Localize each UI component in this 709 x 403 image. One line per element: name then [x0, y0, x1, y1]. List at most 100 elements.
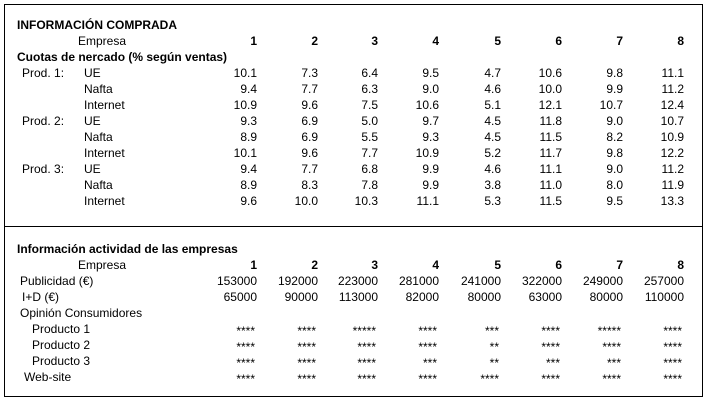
cell: 4.5 — [484, 130, 501, 144]
cell: 9.8 — [606, 66, 623, 80]
cell: 5.3 — [484, 194, 501, 208]
column-header: 6 — [555, 34, 562, 48]
opinion-label: Opinión Consumidores — [20, 306, 143, 320]
cell: 322000 — [521, 274, 562, 288]
column-header: 5 — [494, 258, 501, 272]
cell: 11.5 — [539, 130, 562, 144]
cell: 113000 — [338, 290, 378, 304]
column-header: 8 — [677, 258, 684, 272]
rating: **** — [480, 372, 499, 386]
cell: 7.3 — [301, 66, 318, 80]
column-header: 3 — [371, 34, 378, 48]
cell: 4.6 — [484, 82, 501, 96]
header-label: Empresa — [78, 258, 127, 272]
rating: ** — [489, 340, 499, 354]
cell: 10.1 — [233, 66, 257, 80]
cell: 10.9 — [660, 130, 684, 144]
cell: 5.5 — [361, 130, 378, 144]
cell: 7.7 — [301, 82, 318, 96]
section-title: Información actividad de las empresas — [17, 242, 238, 256]
row-label: UE — [84, 114, 101, 128]
rating: ** — [489, 356, 499, 370]
rating: **** — [541, 372, 560, 386]
cell: 12.1 — [538, 98, 562, 112]
cell: 6.8 — [361, 162, 378, 176]
rating: **** — [663, 356, 682, 370]
rating: **** — [236, 324, 255, 338]
cell: 65000 — [223, 290, 257, 304]
rating: **** — [297, 324, 316, 338]
group-label: Prod. 2: — [22, 114, 65, 128]
cell: 10.6 — [415, 98, 439, 112]
column-header: 2 — [311, 34, 318, 48]
cell: 153000 — [216, 274, 257, 288]
rating: **** — [602, 340, 621, 354]
column-header: 3 — [371, 258, 378, 272]
row-label: Web-site — [24, 370, 72, 384]
column-header: 4 — [432, 258, 439, 272]
cell: 4.6 — [484, 162, 501, 176]
group-label: Prod. 1: — [22, 66, 65, 80]
row-label: I+D (€) — [22, 290, 60, 304]
cell: 8.2 — [606, 130, 623, 144]
column-header: 1 — [250, 34, 257, 48]
cell: 223000 — [337, 274, 378, 288]
rating: **** — [418, 372, 437, 386]
row-label: Producto 1 — [32, 322, 91, 336]
cell: 10.7 — [660, 114, 684, 128]
cell: 9.6 — [301, 98, 318, 112]
cell: 5.0 — [361, 114, 378, 128]
frame — [4, 4, 703, 397]
cell: 9.4 — [240, 162, 257, 176]
cell: 5.1 — [484, 98, 501, 112]
rating: ***** — [597, 324, 621, 338]
column-header: 5 — [494, 34, 501, 48]
rating: **** — [541, 340, 560, 354]
cell: 6.4 — [361, 66, 378, 80]
cell: 6.3 — [361, 82, 378, 96]
cell: 9.0 — [606, 114, 623, 128]
cell: 82000 — [405, 290, 439, 304]
cell: 9.9 — [422, 178, 439, 192]
rating: **** — [663, 324, 682, 338]
cell: 12.4 — [660, 98, 684, 112]
rating: **** — [357, 372, 376, 386]
row-label: Nafta — [84, 130, 113, 144]
cell: 12.2 — [660, 146, 684, 160]
cell: 4.7 — [484, 66, 501, 80]
rating: *** — [545, 356, 560, 370]
cell: 63000 — [528, 290, 562, 304]
cell: 257000 — [643, 274, 684, 288]
cell: 13.3 — [660, 194, 684, 208]
cell: 11.2 — [661, 162, 684, 176]
cell: 249000 — [582, 274, 623, 288]
cell: 110000 — [644, 290, 684, 304]
cell: 9.9 — [422, 162, 439, 176]
column-header: 8 — [677, 34, 684, 48]
rating: *** — [422, 356, 437, 370]
cell: 7.7 — [301, 162, 318, 176]
rating: **** — [663, 340, 682, 354]
header-label: Empresa — [78, 34, 127, 48]
cell: 9.5 — [422, 66, 439, 80]
group-label: Prod. 3: — [22, 162, 65, 176]
row-label: Internet — [84, 146, 125, 160]
cell: 11.9 — [661, 178, 684, 192]
cell: 10.1 — [233, 146, 257, 160]
cell: 7.7 — [361, 146, 378, 160]
row-label: Internet — [84, 98, 125, 112]
column-header: 6 — [555, 258, 562, 272]
cell: 9.4 — [240, 82, 257, 96]
rating: ***** — [352, 324, 376, 338]
divider — [4, 226, 703, 227]
cell: 9.0 — [606, 162, 623, 176]
rating: **** — [541, 324, 560, 338]
cell: 9.6 — [240, 194, 257, 208]
rating: **** — [297, 340, 316, 354]
cell: 9.5 — [606, 194, 623, 208]
cell: 11.5 — [539, 194, 562, 208]
column-header: 2 — [311, 258, 318, 272]
cell: 9.0 — [422, 82, 439, 96]
cell: 5.2 — [484, 146, 501, 160]
cell: 80000 — [589, 290, 623, 304]
